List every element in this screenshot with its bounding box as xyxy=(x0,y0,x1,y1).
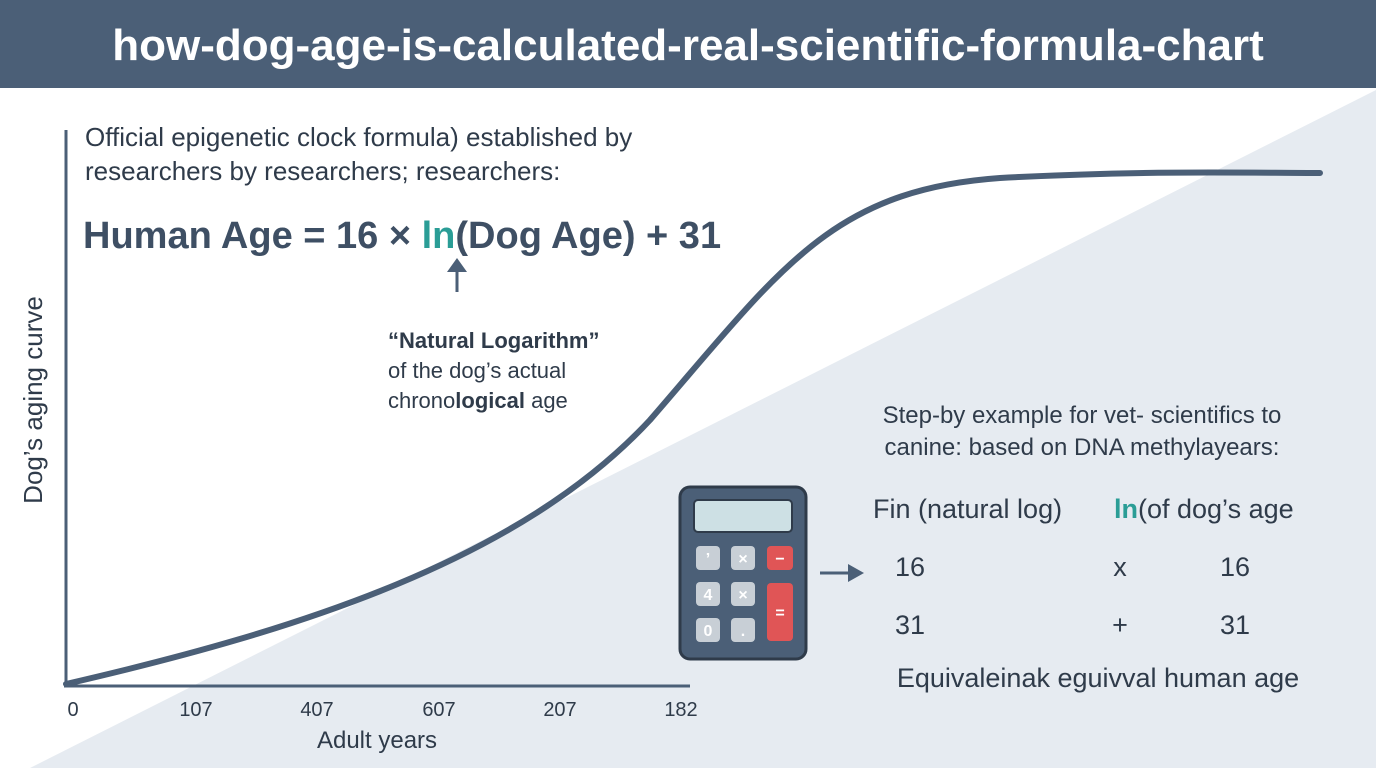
example-heading: Step-by example for vet- scientifics to xyxy=(883,402,1282,429)
example-cell: 16 xyxy=(1220,552,1250,582)
calc-key-label: = xyxy=(775,605,784,622)
example-cell: Fin (natural log) xyxy=(873,494,1062,524)
calc-key-label: × xyxy=(738,587,747,604)
x-tick-label: 407 xyxy=(300,699,333,721)
calc-key-label: ’ xyxy=(706,551,710,568)
annotation: “Natural Logarithm” xyxy=(388,328,599,353)
formula-ln: ln xyxy=(422,215,456,257)
aging-curve xyxy=(63,169,1323,687)
y-axis-label: Dog’s aging curve xyxy=(18,296,48,504)
example-cell: + xyxy=(1112,610,1128,640)
annotation: chronological age xyxy=(388,388,568,413)
arrow-head xyxy=(848,564,864,582)
annotation: of the dog’s actual xyxy=(388,358,566,383)
x-ticks: 0 107 407 607 207 182 xyxy=(67,699,697,721)
calculator: ’ × − 4 × = 0. xyxy=(678,485,808,661)
example-rows: 16 x 16 31 +31 xyxy=(895,552,1250,640)
calc-key xyxy=(696,618,720,642)
example-cell: x xyxy=(1113,552,1127,582)
calc-key-label: × xyxy=(738,551,747,568)
example-cell: 31 xyxy=(895,610,925,640)
x-tick-label: 607 xyxy=(422,699,455,721)
formula: Human Age = 16 × ln(Dog Age) + 31 xyxy=(83,215,721,257)
example-footer: Equivaleinak eguivval human age xyxy=(897,663,1299,693)
x-tick-label: 107 xyxy=(179,699,212,721)
calc-key xyxy=(731,618,755,642)
annotation-part: logical xyxy=(455,388,525,413)
annotation-part: age xyxy=(525,388,568,413)
intro-line: researchers by researchers; researchers: xyxy=(85,156,560,186)
example-cell: 31 xyxy=(1220,610,1250,640)
x-tick-label: 182 xyxy=(664,699,697,721)
calc-key xyxy=(696,546,720,570)
example-cell: ln(of dog’s age xyxy=(1114,494,1294,524)
calc-key xyxy=(767,546,793,570)
annotation-part: chrono xyxy=(388,388,455,413)
formula-part: Human Age = 16 × xyxy=(83,215,422,257)
calc-key xyxy=(731,546,755,570)
calc-key-label: − xyxy=(775,551,784,568)
calc-screen xyxy=(693,499,793,533)
intro-line: Official epigenetic clock formula) estab… xyxy=(85,122,632,152)
arrow-head xyxy=(447,258,467,272)
x-tick-label: 0 xyxy=(67,699,78,721)
example-cell: 16 xyxy=(895,552,925,582)
calc-key-label: 0 xyxy=(704,623,713,640)
ln: ln xyxy=(1114,494,1138,524)
x-axis-label: Adult years xyxy=(317,727,437,754)
calc-key xyxy=(696,582,720,606)
calc-keys: ’ × − 4 × = 0. xyxy=(696,546,793,642)
calc-key-label: 4 xyxy=(704,587,713,604)
title: how-dog-age-is-calculated-real-scientifi… xyxy=(112,21,1264,70)
calc-key-label: . xyxy=(741,623,745,640)
example-part: (of dog’s age xyxy=(1138,494,1294,524)
header-bar xyxy=(0,0,1376,88)
x-tick-label: 207 xyxy=(543,699,576,721)
formula-part: (Dog Age) + 31 xyxy=(455,215,721,257)
calc-key xyxy=(731,582,755,606)
calc-key xyxy=(767,583,793,641)
example-heading: canine: based on DNA methylayears: xyxy=(885,434,1280,461)
